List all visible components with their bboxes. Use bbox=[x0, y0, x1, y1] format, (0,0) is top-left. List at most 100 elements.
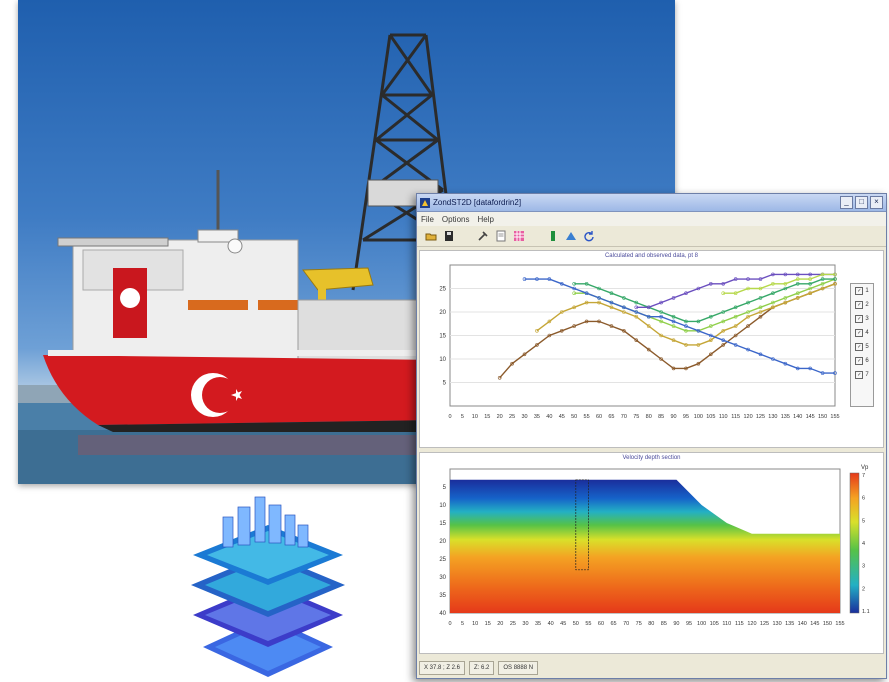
data-point bbox=[771, 357, 775, 361]
observed-data-plot[interactable]: Calculated and observed data, pt 8 5 10 15… bbox=[419, 250, 884, 448]
data-point bbox=[795, 272, 800, 277]
data-point bbox=[820, 277, 825, 281]
data-point bbox=[709, 324, 713, 328]
travel-time-chart: 5 10 15 20 25 0 5 10 15 20 25 30 35 40 45 50 55 60 65 70 75 8… bbox=[439, 264, 840, 420]
x-tick-label: 135 bbox=[785, 621, 794, 627]
data-point bbox=[634, 338, 639, 342]
grid-icon[interactable] bbox=[513, 230, 525, 242]
data-point bbox=[497, 376, 502, 380]
minimize-button[interactable]: _ bbox=[840, 196, 853, 209]
x-tick-label: 25 bbox=[509, 414, 515, 420]
legend-item[interactable]: ✓ 5 bbox=[855, 343, 869, 351]
x-tick-label: 85 bbox=[661, 621, 667, 627]
y-tick-label: 25 bbox=[439, 557, 446, 563]
legend-item[interactable]: ✓ 1 bbox=[855, 287, 869, 295]
close-button[interactable]: × bbox=[870, 196, 883, 209]
legend-item[interactable]: ✓ 7 bbox=[855, 371, 869, 379]
data-point bbox=[833, 371, 837, 375]
data-point bbox=[721, 281, 726, 286]
legend-item[interactable]: ✓ 3 bbox=[855, 315, 869, 323]
data-point bbox=[609, 300, 614, 305]
x-tick-label: 80 bbox=[648, 621, 654, 627]
data-point bbox=[646, 347, 651, 352]
data-point bbox=[808, 291, 812, 296]
data-point bbox=[659, 357, 663, 361]
data-point bbox=[758, 352, 763, 357]
data-point bbox=[572, 324, 576, 328]
legend-item[interactable]: ✓ 6 bbox=[855, 357, 869, 365]
data-point bbox=[547, 277, 552, 281]
colorbar-tick-label: 3 bbox=[862, 564, 865, 570]
data-point bbox=[535, 329, 539, 333]
x-tick-label: 145 bbox=[810, 621, 819, 627]
data-point bbox=[646, 324, 651, 328]
data-point bbox=[597, 286, 601, 291]
x-tick-label: 40 bbox=[546, 414, 552, 420]
x-tick-label: 70 bbox=[623, 621, 629, 627]
data-point bbox=[671, 296, 676, 300]
x-tick-label: 45 bbox=[560, 621, 566, 627]
status-coords: X 37.8 ; Z 2.6 bbox=[419, 661, 466, 675]
data-point bbox=[709, 314, 713, 319]
data-point bbox=[634, 300, 639, 305]
menu-help[interactable]: Help bbox=[477, 214, 494, 224]
data-point bbox=[795, 277, 800, 281]
data-point bbox=[671, 338, 676, 342]
document-icon[interactable] bbox=[495, 230, 507, 242]
menu-options[interactable]: Options bbox=[441, 214, 470, 224]
title-bar[interactable]: ZondST2D [datafordrin2] _ □ × bbox=[417, 194, 886, 212]
status-extra: OS 8888 N bbox=[498, 661, 539, 675]
data-point bbox=[634, 310, 639, 314]
velocity-field bbox=[450, 479, 840, 613]
model-icon[interactable] bbox=[565, 230, 577, 242]
data-point bbox=[795, 291, 800, 296]
data-point bbox=[733, 305, 738, 310]
x-tick-label: 75 bbox=[633, 414, 639, 420]
maximize-button[interactable]: □ bbox=[855, 196, 868, 209]
series-line bbox=[636, 273, 835, 308]
x-tick-label: 75 bbox=[636, 621, 642, 627]
data-point bbox=[646, 314, 651, 319]
x-tick-label: 65 bbox=[610, 621, 616, 627]
legend-item[interactable]: ✓ 2 bbox=[855, 301, 869, 309]
data-point bbox=[808, 277, 812, 281]
data-point bbox=[758, 296, 763, 300]
data-point bbox=[820, 371, 825, 375]
3d-subsurface-layers-illustration bbox=[183, 487, 353, 677]
y-tick-label: 20 bbox=[439, 310, 446, 316]
data-point bbox=[597, 319, 601, 324]
x-tick-label: 5 bbox=[461, 414, 464, 420]
tools-icon[interactable] bbox=[477, 230, 489, 242]
x-tick-label: 125 bbox=[760, 621, 769, 627]
status-bar: X 37.8 ; Z 2.6 Z: 6.2 OS 8888 N bbox=[419, 660, 882, 676]
data-point bbox=[684, 319, 688, 324]
y-tick-label: 5 bbox=[443, 485, 447, 491]
menu-file[interactable]: File bbox=[421, 214, 434, 224]
open-folder-icon[interactable] bbox=[425, 230, 437, 242]
data-point bbox=[733, 343, 738, 347]
save-icon[interactable] bbox=[443, 230, 455, 242]
zondst2d-window: ZondST2D [datafordrin2] _ □ × File Optio… bbox=[416, 193, 887, 679]
refresh-icon[interactable] bbox=[583, 230, 595, 242]
data-point bbox=[622, 305, 626, 310]
y-tick-label: 40 bbox=[439, 611, 446, 617]
x-tick-label: 15 bbox=[485, 621, 491, 627]
x-tick-label: 155 bbox=[830, 414, 839, 420]
data-point bbox=[659, 333, 663, 338]
data-point bbox=[684, 291, 688, 296]
data-point bbox=[795, 296, 800, 300]
y-tick-label: 30 bbox=[439, 575, 446, 581]
legend-item[interactable]: ✓ 4 bbox=[855, 329, 869, 337]
marker-icon[interactable] bbox=[547, 230, 559, 242]
data-point bbox=[696, 329, 701, 333]
data-point bbox=[709, 338, 713, 342]
data-point bbox=[721, 329, 726, 333]
velocity-section-plot[interactable]: Velocity depth section bbox=[419, 452, 884, 654]
data-point bbox=[733, 324, 738, 328]
x-tick-label: 40 bbox=[548, 621, 554, 627]
y-tick-label: 10 bbox=[439, 503, 446, 509]
x-tick-label: 90 bbox=[670, 414, 676, 420]
x-tick-label: 155 bbox=[835, 621, 844, 627]
data-point bbox=[746, 314, 750, 319]
data-point bbox=[733, 291, 738, 296]
